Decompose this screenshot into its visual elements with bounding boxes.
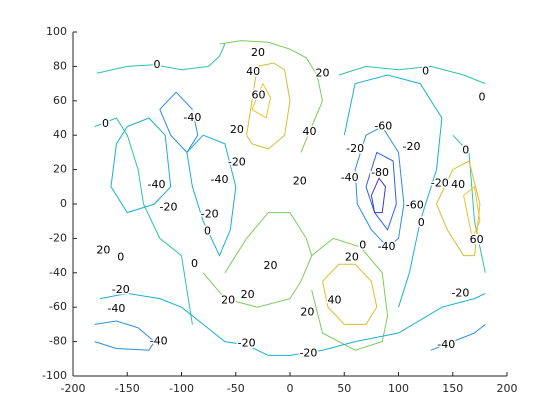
contour-line <box>159 91 199 154</box>
contour-label: 0 <box>102 117 109 130</box>
y-tick-label: -40 <box>49 266 67 279</box>
contour-line <box>322 263 378 325</box>
contour-line <box>354 125 405 248</box>
y-tick-label: -20 <box>49 231 67 244</box>
contour-label: -60 <box>406 199 424 212</box>
x-tick-label: -150 <box>115 382 140 395</box>
contour-line <box>202 212 313 308</box>
contour-label: -40 <box>341 171 359 184</box>
contour-label: -40 <box>437 338 455 351</box>
contour-label: -40 <box>150 335 168 348</box>
contour-line <box>430 324 486 351</box>
contour-label: -80 <box>371 166 389 179</box>
contour-label: 0 <box>117 250 124 263</box>
contour-label: 40 <box>327 293 341 306</box>
contour-label: -20 <box>299 347 317 360</box>
contour-line <box>110 117 172 214</box>
contour-label: -40 <box>107 302 125 315</box>
y-tick-label: 60 <box>53 94 67 107</box>
contour-label: 0 <box>359 238 366 251</box>
x-tick-label: 50 <box>337 382 351 395</box>
contour-label: -20 <box>201 207 219 220</box>
contour-label: 20 <box>230 123 244 136</box>
contour-label: 0 <box>479 90 486 103</box>
contour-label: 20 <box>345 250 359 263</box>
y-tick-label: 80 <box>53 59 67 72</box>
x-tick-label: -100 <box>169 382 194 395</box>
y-tick-label: 0 <box>60 197 67 210</box>
contour-label: 0 <box>462 144 469 157</box>
x-tick-label: -200 <box>61 382 86 395</box>
contour-line <box>343 74 443 308</box>
contour-label: -40 <box>210 173 228 186</box>
contour-line <box>96 43 226 74</box>
contour-label: 0 <box>204 225 211 238</box>
contour-label: -20 <box>431 176 449 189</box>
contour-line <box>452 134 486 273</box>
contour-label: -40 <box>378 240 396 253</box>
contour-label: 0 <box>153 58 160 71</box>
contour-label: -20 <box>451 286 469 299</box>
contour-label: 40 <box>451 178 465 191</box>
contour-label: -40 <box>183 111 201 124</box>
x-tick-label: 200 <box>497 382 518 395</box>
x-tick-label: 100 <box>388 382 409 395</box>
contour-label: 40 <box>303 125 317 138</box>
contour-line <box>94 117 193 325</box>
contour-line <box>186 134 237 257</box>
contour-label: -20 <box>228 156 246 169</box>
contour-line <box>94 320 156 351</box>
contour-line <box>463 185 481 241</box>
contour-label: 40 <box>246 65 260 78</box>
contour-label: 20 <box>241 288 255 301</box>
contour-label: 0 <box>191 257 198 270</box>
x-tick-label: -50 <box>227 382 245 395</box>
y-tick-label: -100 <box>42 369 67 382</box>
contour-line <box>219 40 324 153</box>
contour-label: 20 <box>96 243 110 256</box>
contour-label: 20 <box>221 293 235 306</box>
contour-line <box>251 82 272 119</box>
contour-label: -20 <box>403 140 421 153</box>
contour-label: -20 <box>346 142 364 155</box>
contour-line <box>311 237 389 351</box>
y-tick-label: 20 <box>53 163 67 176</box>
contour-label: 0 <box>418 216 425 229</box>
contour-label: 20 <box>263 259 277 272</box>
contour-line <box>365 151 397 231</box>
y-tick-label: -60 <box>49 300 67 313</box>
x-tick-label: 150 <box>442 382 463 395</box>
contour-label: 20 <box>251 46 265 59</box>
contour-label: -20 <box>112 283 130 296</box>
y-tick-label: 100 <box>46 25 67 38</box>
contour-line <box>246 62 291 150</box>
contour-label: -60 <box>374 120 392 133</box>
y-tick-label: 40 <box>53 128 67 141</box>
y-tick-label: -80 <box>49 335 67 348</box>
contour-label: 60 <box>470 233 484 246</box>
contour-label: 60 <box>252 89 266 102</box>
contour-label: -20 <box>238 336 256 349</box>
contour-line <box>436 160 481 257</box>
contour-line <box>100 292 486 356</box>
contour-line <box>370 177 387 214</box>
contour-label: 20 <box>300 305 314 318</box>
x-tick-label: 0 <box>287 382 294 395</box>
contour-label: 20 <box>293 175 307 188</box>
contour-line <box>338 65 486 85</box>
contour-label: -20 <box>159 200 177 213</box>
contour-label: 0 <box>422 65 429 78</box>
contour-label: -40 <box>148 178 166 191</box>
contour-label: 20 <box>316 66 330 79</box>
